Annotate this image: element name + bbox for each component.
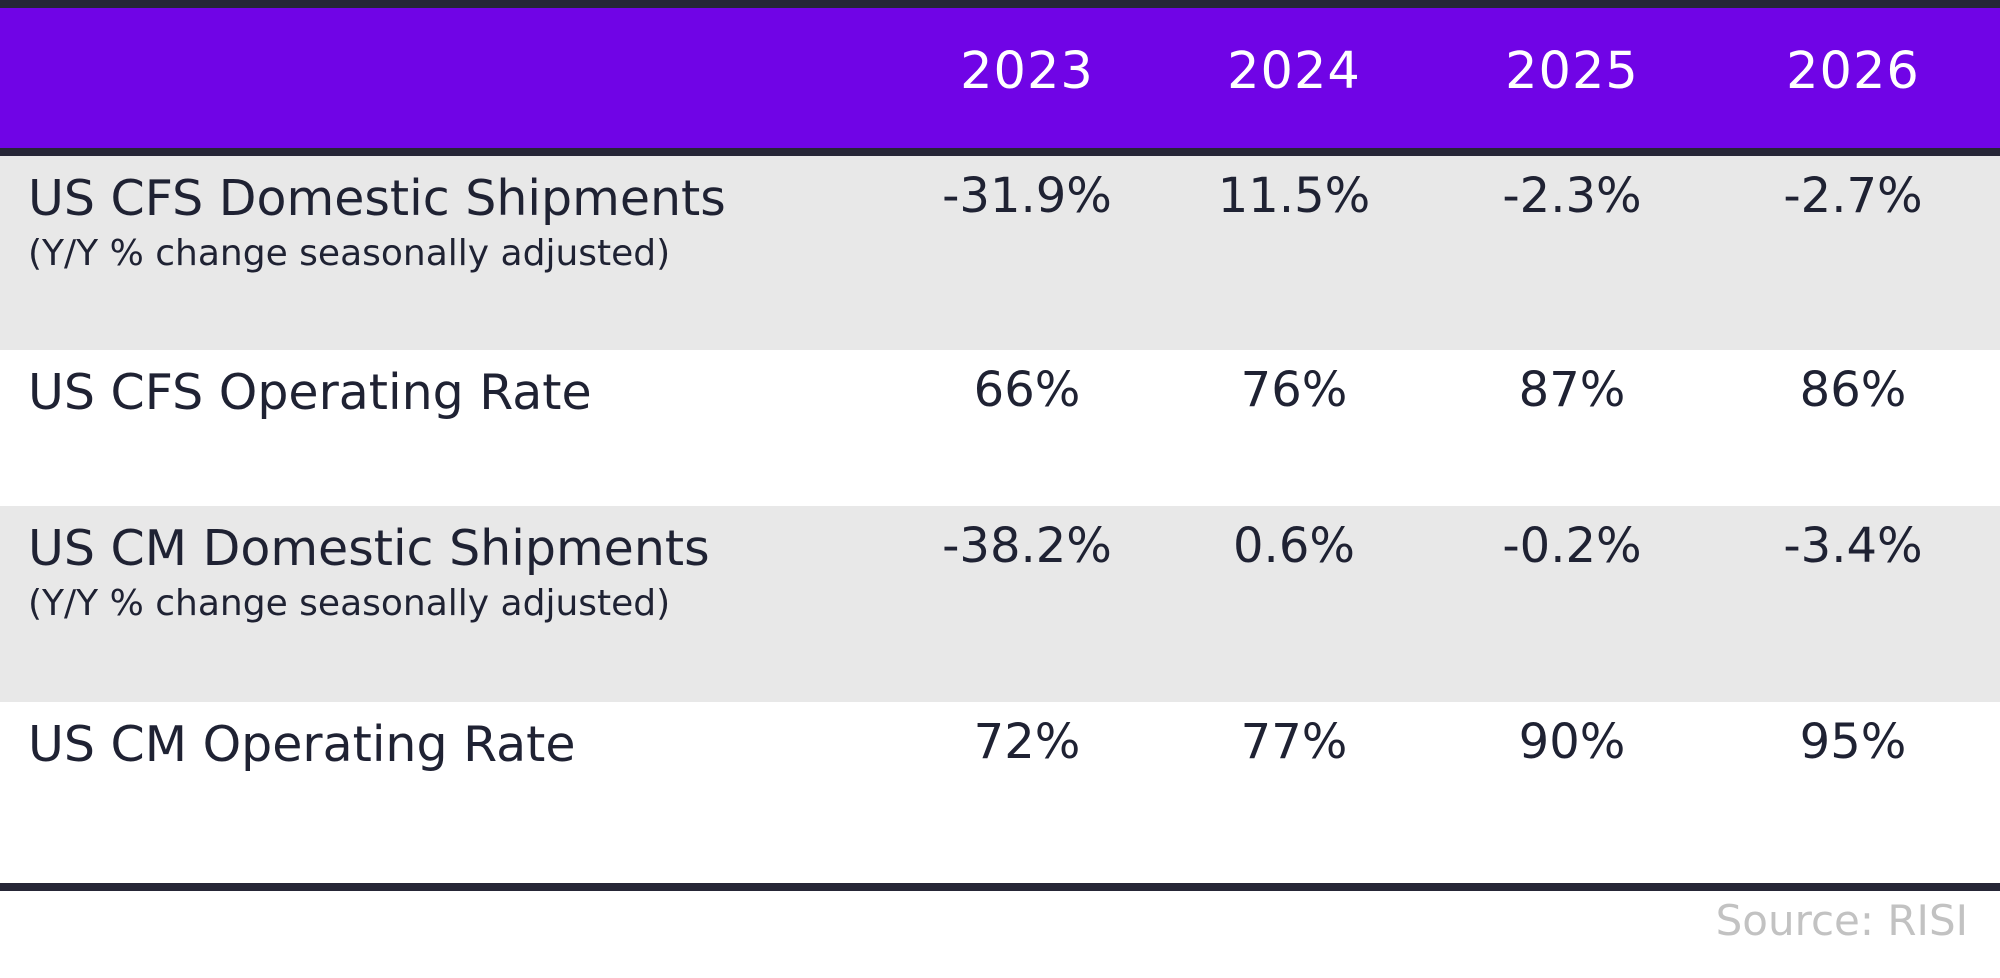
table-cell: 76% — [1240, 362, 1348, 418]
table-cell: -31.9% — [942, 168, 1112, 224]
table-cell: 86% — [1799, 362, 1907, 418]
row-label-main: US CFS Domestic Shipments — [28, 170, 726, 227]
row-label-main: US CFS Operating Rate — [28, 364, 592, 421]
table-cell: 87% — [1518, 362, 1626, 418]
column-header-2026: 2026 — [1786, 42, 1920, 101]
row-label: US CFS Domestic Shipments (Y/Y % change … — [28, 170, 726, 280]
table-cell: 0.6% — [1233, 518, 1355, 574]
row-label-sub: (Y/Y % change seasonally adjusted) — [28, 583, 671, 624]
data-table: 2023 2024 2025 2026 US CFS Domestic Ship… — [0, 0, 2000, 895]
column-header-2023: 2023 — [960, 42, 1094, 101]
row-label-sub: (Y/Y % change seasonally adjusted) — [28, 233, 671, 274]
table-cell: -3.4% — [1783, 518, 1923, 574]
table-cell: 90% — [1518, 714, 1626, 770]
bottom-rule — [0, 883, 2000, 891]
table-row: US CM Domestic Shipments (Y/Y % change s… — [0, 506, 2000, 702]
table-cell: 11.5% — [1217, 168, 1371, 224]
table-cell: -0.2% — [1502, 518, 1642, 574]
table-row: US CFS Domestic Shipments (Y/Y % change … — [0, 156, 2000, 350]
table-row: US CFS Operating Rate 66% 76% 87% 86% — [0, 350, 2000, 506]
column-header-2025: 2025 — [1505, 42, 1639, 101]
table-cell: -38.2% — [942, 518, 1112, 574]
table-cell: -2.7% — [1783, 168, 1923, 224]
row-label: US CFS Operating Rate — [28, 364, 592, 422]
table-cell: -2.3% — [1502, 168, 1642, 224]
top-rule — [0, 0, 2000, 8]
table-cell: 77% — [1240, 714, 1348, 770]
source-note: Source: RISI — [1715, 896, 1968, 945]
row-label-main: US CM Domestic Shipments — [28, 520, 710, 577]
table-header: 2023 2024 2025 2026 — [0, 8, 2000, 148]
row-label: US CM Operating Rate — [28, 716, 576, 774]
header-rule — [0, 148, 2000, 156]
table-row: US CM Operating Rate 72% 77% 90% 95% — [0, 702, 2000, 895]
column-header-2024: 2024 — [1227, 42, 1361, 101]
table-cell: 72% — [973, 714, 1081, 770]
row-label: US CM Domestic Shipments (Y/Y % change s… — [28, 520, 710, 630]
table-cell: 66% — [973, 362, 1081, 418]
row-label-main: US CM Operating Rate — [28, 716, 576, 773]
table-cell: 95% — [1799, 714, 1907, 770]
